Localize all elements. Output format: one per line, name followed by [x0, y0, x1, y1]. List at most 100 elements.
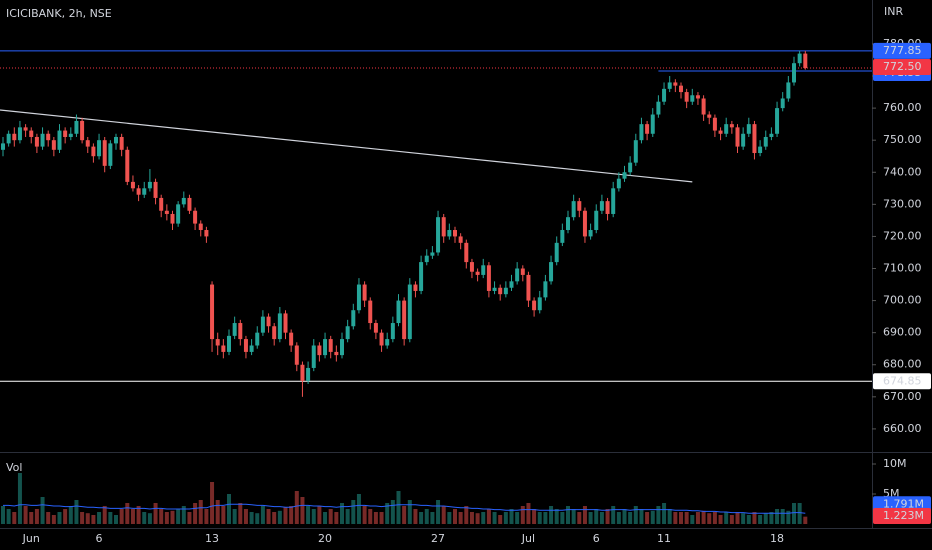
volume-bar: [639, 509, 644, 524]
volume-bar: [436, 500, 441, 524]
candle-body: [413, 284, 418, 291]
candle-body: [712, 117, 717, 131]
candle-body: [402, 300, 407, 340]
candle-body: [193, 210, 198, 224]
candle-body: [453, 230, 457, 237]
candle-body: [673, 82, 678, 86]
x-tick-label: 27: [431, 532, 445, 545]
candle-body: [130, 181, 135, 189]
candle-body: [85, 140, 90, 147]
volume-bar: [453, 509, 457, 524]
volume-bar: [306, 506, 311, 524]
volume-bar: [390, 500, 395, 524]
candle-body: [362, 284, 367, 301]
candle-body: [503, 287, 508, 295]
volume-bar: [679, 512, 683, 524]
candle-body: [718, 130, 723, 134]
candle-body: [509, 281, 514, 288]
volume-bar: [108, 512, 113, 524]
volume-bar: [792, 503, 796, 524]
candle-body: [379, 332, 384, 346]
volume-bar: [803, 516, 808, 524]
volume-bar: [554, 509, 559, 524]
candle-body: [227, 335, 231, 352]
volume-bar: [780, 509, 785, 524]
candle-body: [594, 210, 599, 231]
candle-body: [23, 127, 28, 131]
candle-body: [80, 120, 85, 141]
volume-bar: [1, 506, 5, 524]
volume-bar: [6, 509, 11, 524]
candle-body: [679, 85, 683, 93]
y-tick-label: 710.00: [883, 262, 922, 275]
volume-bar: [543, 512, 548, 524]
candle-body: [272, 326, 277, 340]
volume-bar: [170, 510, 175, 524]
volume-bar: [503, 512, 508, 524]
volume-bar: [130, 509, 135, 524]
candle-body: [221, 345, 226, 352]
candle-body: [469, 262, 474, 272]
candle-body: [430, 252, 435, 256]
volume-bar: [34, 509, 39, 524]
volume-bar: [611, 506, 616, 524]
volume-tick-label: 10M: [883, 457, 907, 470]
volume-bar: [351, 500, 356, 524]
volume-bar: [12, 512, 17, 524]
x-tick-label: Jun: [22, 532, 40, 545]
volume-bar: [413, 509, 418, 524]
candle-body: [436, 217, 441, 253]
candle-body: [797, 53, 802, 64]
volume-bar: [227, 494, 231, 524]
volume-bar: [260, 506, 265, 524]
candle-body: [650, 114, 655, 134]
volume-bar: [605, 509, 610, 524]
volume-bar: [458, 512, 463, 524]
candle-body: [560, 230, 565, 243]
candle-body: [181, 197, 186, 205]
candle-body: [34, 136, 39, 147]
y-tick-label: 760.00: [883, 101, 922, 114]
volume-bar: [23, 506, 28, 524]
volume-bar: [204, 509, 209, 524]
y-tick-label: 690.00: [883, 326, 922, 339]
volume-bar: [74, 500, 79, 524]
candle-body: [289, 332, 294, 346]
volume-bar: [481, 512, 486, 524]
volume-bar: [758, 515, 763, 524]
candle-body: [153, 181, 158, 198]
volume-bar: [379, 512, 384, 524]
y-tick-label: 720.00: [883, 229, 922, 242]
candle-body: [486, 265, 491, 291]
candle-body: [345, 326, 350, 340]
candle-body: [611, 188, 616, 214]
candle-body: [323, 339, 328, 356]
volume-bar: [125, 503, 130, 524]
candle-body: [277, 313, 282, 340]
volume-bar: [80, 512, 85, 524]
candle-body: [396, 300, 401, 324]
volume-bar: [509, 509, 514, 524]
candle-body: [334, 351, 339, 356]
volume-bar: [356, 494, 361, 524]
candle-body: [373, 323, 378, 333]
volume-bar: [243, 509, 248, 524]
x-tick-label: Jul: [521, 532, 535, 545]
volume-bar: [526, 503, 531, 524]
candle-body: [294, 345, 299, 365]
candle-body: [102, 140, 107, 166]
volume-bar: [102, 506, 107, 524]
candle-body: [741, 133, 746, 147]
volume-bar: [272, 512, 277, 524]
x-tick-label: 11: [657, 532, 671, 545]
volume-bar: [85, 513, 90, 524]
candle-body: [599, 201, 604, 211]
candle-body: [492, 287, 497, 291]
candle-body: [51, 140, 56, 150]
candle-body: [125, 149, 130, 182]
volume-bar: [475, 513, 480, 524]
volume-bar: [91, 515, 96, 524]
volume-bar: [588, 512, 593, 524]
volume-bar: [142, 512, 147, 524]
candle-body: [419, 262, 424, 291]
